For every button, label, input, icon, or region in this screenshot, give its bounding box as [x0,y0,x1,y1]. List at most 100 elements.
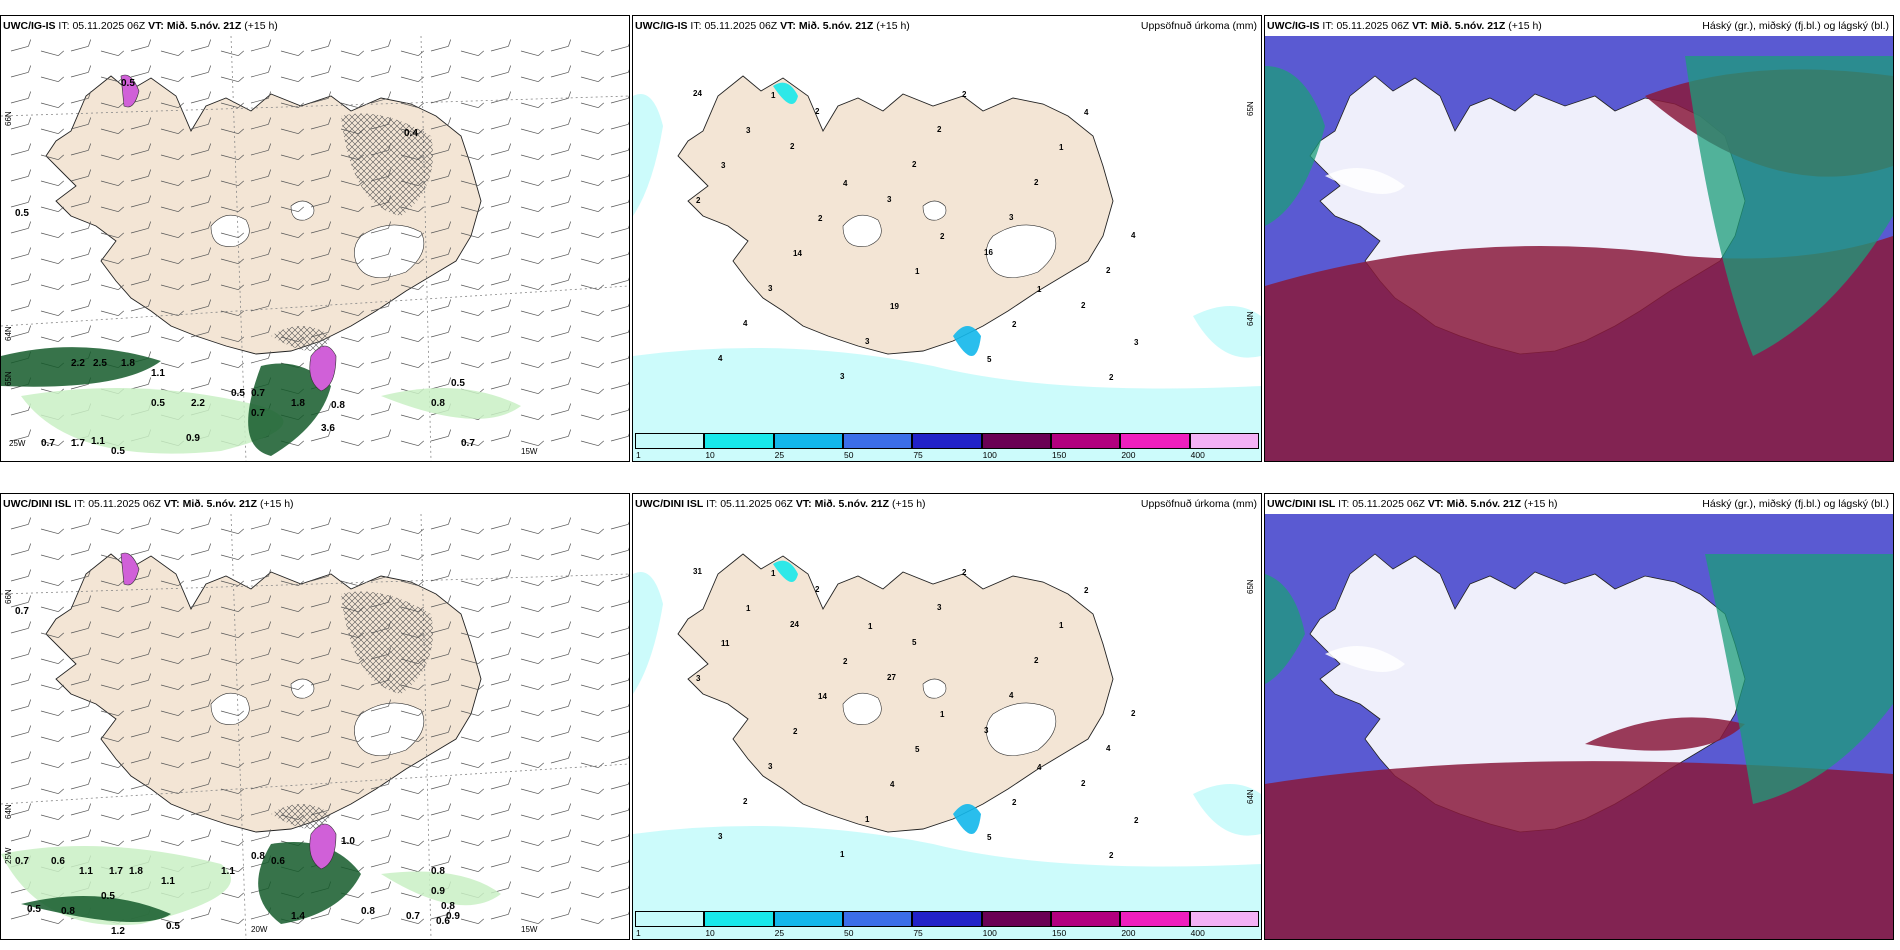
wind-precip-map: 0.7 0.7 0.6 1.1 1.7 1.8 1.1 1.1 0.8 0.6 1.0 0.5 0.5 0… [1,514,629,939]
precip-amount-label: 2 [818,214,823,223]
colorbar-swatch [704,911,774,927]
precip-amount-label: 11 [721,639,730,648]
precip-amount-label: 3 [718,832,723,841]
precip-amount-label: 1 [1059,621,1064,630]
panel-title: UWC/DINI ISL IT: 05.11.2025 06Z VT: Mið.… [3,498,294,510]
precip-value-label: 0.8 [331,400,345,411]
colorbar-swatch [981,911,1051,927]
precip-amount-label: 3 [840,372,845,381]
panel-title: UWC/DINI ISL IT: 05.11.2025 06Z VT: Mið.… [1267,498,1558,510]
precip-amount-label: 1 [940,710,945,719]
precip-amount-label: 5 [987,355,992,364]
panel-title: UWC/IG-IS IT: 05.11.2025 06Z VT: Mið. 5.… [3,20,278,32]
precip-value-label: 3.6 [321,423,335,434]
precip-amount-label: 2 [743,797,748,806]
precip-value-label: 0.8 [361,906,375,917]
precip-amount-label: 5 [987,833,992,842]
precip-value-label: 0.8 [61,906,75,917]
precip-amount-label: 3 [887,195,892,204]
precip-value-label: 1.8 [129,866,143,877]
colorbar-swatch [1120,911,1190,927]
colorbar-tick-label: 1 [636,450,641,460]
precip-amount-label: 2 [937,125,942,134]
accumulated-precip-map: 3124273232544213223121324521114522121421… [633,514,1261,939]
latitude-label: 64N [1246,789,1255,804]
precip-amount-label: 2 [843,657,848,666]
precip-amount-label: 3 [1134,338,1139,347]
precip-amount-label: 2 [790,142,795,151]
precip-amount-label: 31 [693,567,702,576]
precip-amount-label: 2 [815,107,820,116]
precip-amount-label: 3 [937,603,942,612]
precip-value-label: 0.8 [431,866,445,877]
colorbar-tick-label: 150 [1052,450,1067,460]
precip-amount-label: 1 [1059,143,1064,152]
latitude-label: 66N [4,589,13,604]
precip-value-label: 0.7 [41,438,55,449]
precip-amount-label: 2 [1034,178,1039,187]
panel-precip-igis: UWC/IG-IS IT: 05.11.2025 06Z VT: Mið. 5.… [632,15,1262,462]
precip-value-label: 0.6 [271,856,285,867]
precip-amount-label: 16 [984,248,993,257]
precip-value-label: 0.5 [101,891,115,902]
precip-value-label: 2.2 [191,398,205,409]
panel-subtitle: Háský (gr.), miðský (fj.bl.) og lágský (… [1702,20,1889,32]
cloud-cover-map [1265,514,1893,939]
precip-value-label: 1.2 [111,926,125,937]
precip-value-label: 0.5 [111,446,125,457]
precip-colorbar: 1 10 25 50 75 100 150 200 400 [635,911,1259,938]
precip-value-label: 0.9 [446,911,460,922]
precip-value-label: 1.4 [291,911,305,922]
precip-amount-label: 4 [1131,231,1136,240]
precip-amount-label: 4 [743,319,748,328]
latitude-label: 66N [4,111,13,126]
precip-value-label: 0.5 [231,388,245,399]
wind-precip-map: 0.5 0.4 0.5 2.2 2.5 1.8 1.1 0.5 2.2 0.5 0.7 1.8 0.8 3… [1,36,629,461]
precip-amount-label: 4 [1037,763,1042,772]
precip-amount-label: 14 [793,249,802,258]
precip-value-label: 1.1 [161,876,175,887]
precip-amount-label: 1 [1037,285,1042,294]
precip-value-label: 1.1 [79,866,93,877]
precip-value-label: 0.7 [251,388,265,399]
precip-value-label: 0.7 [15,856,29,867]
precip-value-label: 1.8 [291,398,305,409]
colorbar-swatch [704,433,774,449]
precip-value-label: 1.1 [221,866,235,877]
panel-title: UWC/DINI ISL IT: 05.11.2025 06Z VT: Mið.… [635,498,926,510]
precip-amount-label: 5 [915,745,920,754]
precip-amount-label: 4 [1106,744,1111,753]
precip-amount-label: 2 [912,160,917,169]
precip-amount-label: 4 [1009,691,1014,700]
precip-amount-label: 2 [1081,301,1086,310]
precip-amount-label: 2 [1106,266,1111,275]
precip-amount-label: 3 [746,126,751,135]
colorbar-tick-label: 200 [1121,928,1136,938]
panel-wind-igis: UWC/IG-IS IT: 05.11.2025 06Z VT: Mið. 5.… [0,15,630,462]
precip-amount-label: 2 [1012,798,1017,807]
precip-amount-label: 2 [1081,779,1086,788]
precip-amount-label: 19 [890,302,899,311]
colorbar-tick-label: 100 [982,450,997,460]
colorbar-tick-label: 25 [774,928,785,938]
panel-title: UWC/IG-IS IT: 05.11.2025 06Z VT: Mið. 5.… [1267,20,1542,32]
precip-amount-label: 2 [696,196,701,205]
precip-value-label: 0.6 [51,856,65,867]
precip-value-label: 1.7 [71,438,85,449]
precip-amount-label: 3 [721,161,726,170]
colorbar-tick-label: 25 [774,450,785,460]
precip-value-label: 0.7 [406,911,420,922]
colorbar-tick-label: 100 [982,928,997,938]
precip-amount-label: 4 [843,179,848,188]
precip-value-label: 0.8 [441,901,455,912]
precip-amount-label: 1 [915,267,920,276]
colorbar-tick-label: 75 [913,928,923,938]
precip-amount-label: 24 [693,89,702,98]
precip-value-label: 2.2 [71,358,85,369]
precip-value-label: 0.5 [121,78,135,89]
panel-wind-dini: UWC/DINI ISL IT: 05.11.2025 06Z VT: Mið.… [0,493,630,940]
latitude-label: 64N [1246,311,1255,326]
precip-value-label: 1.1 [91,436,105,447]
accumulated-precip-map: 2423162422324322433212141954321223421316… [633,36,1261,461]
colorbar-tick-label: 75 [913,450,923,460]
